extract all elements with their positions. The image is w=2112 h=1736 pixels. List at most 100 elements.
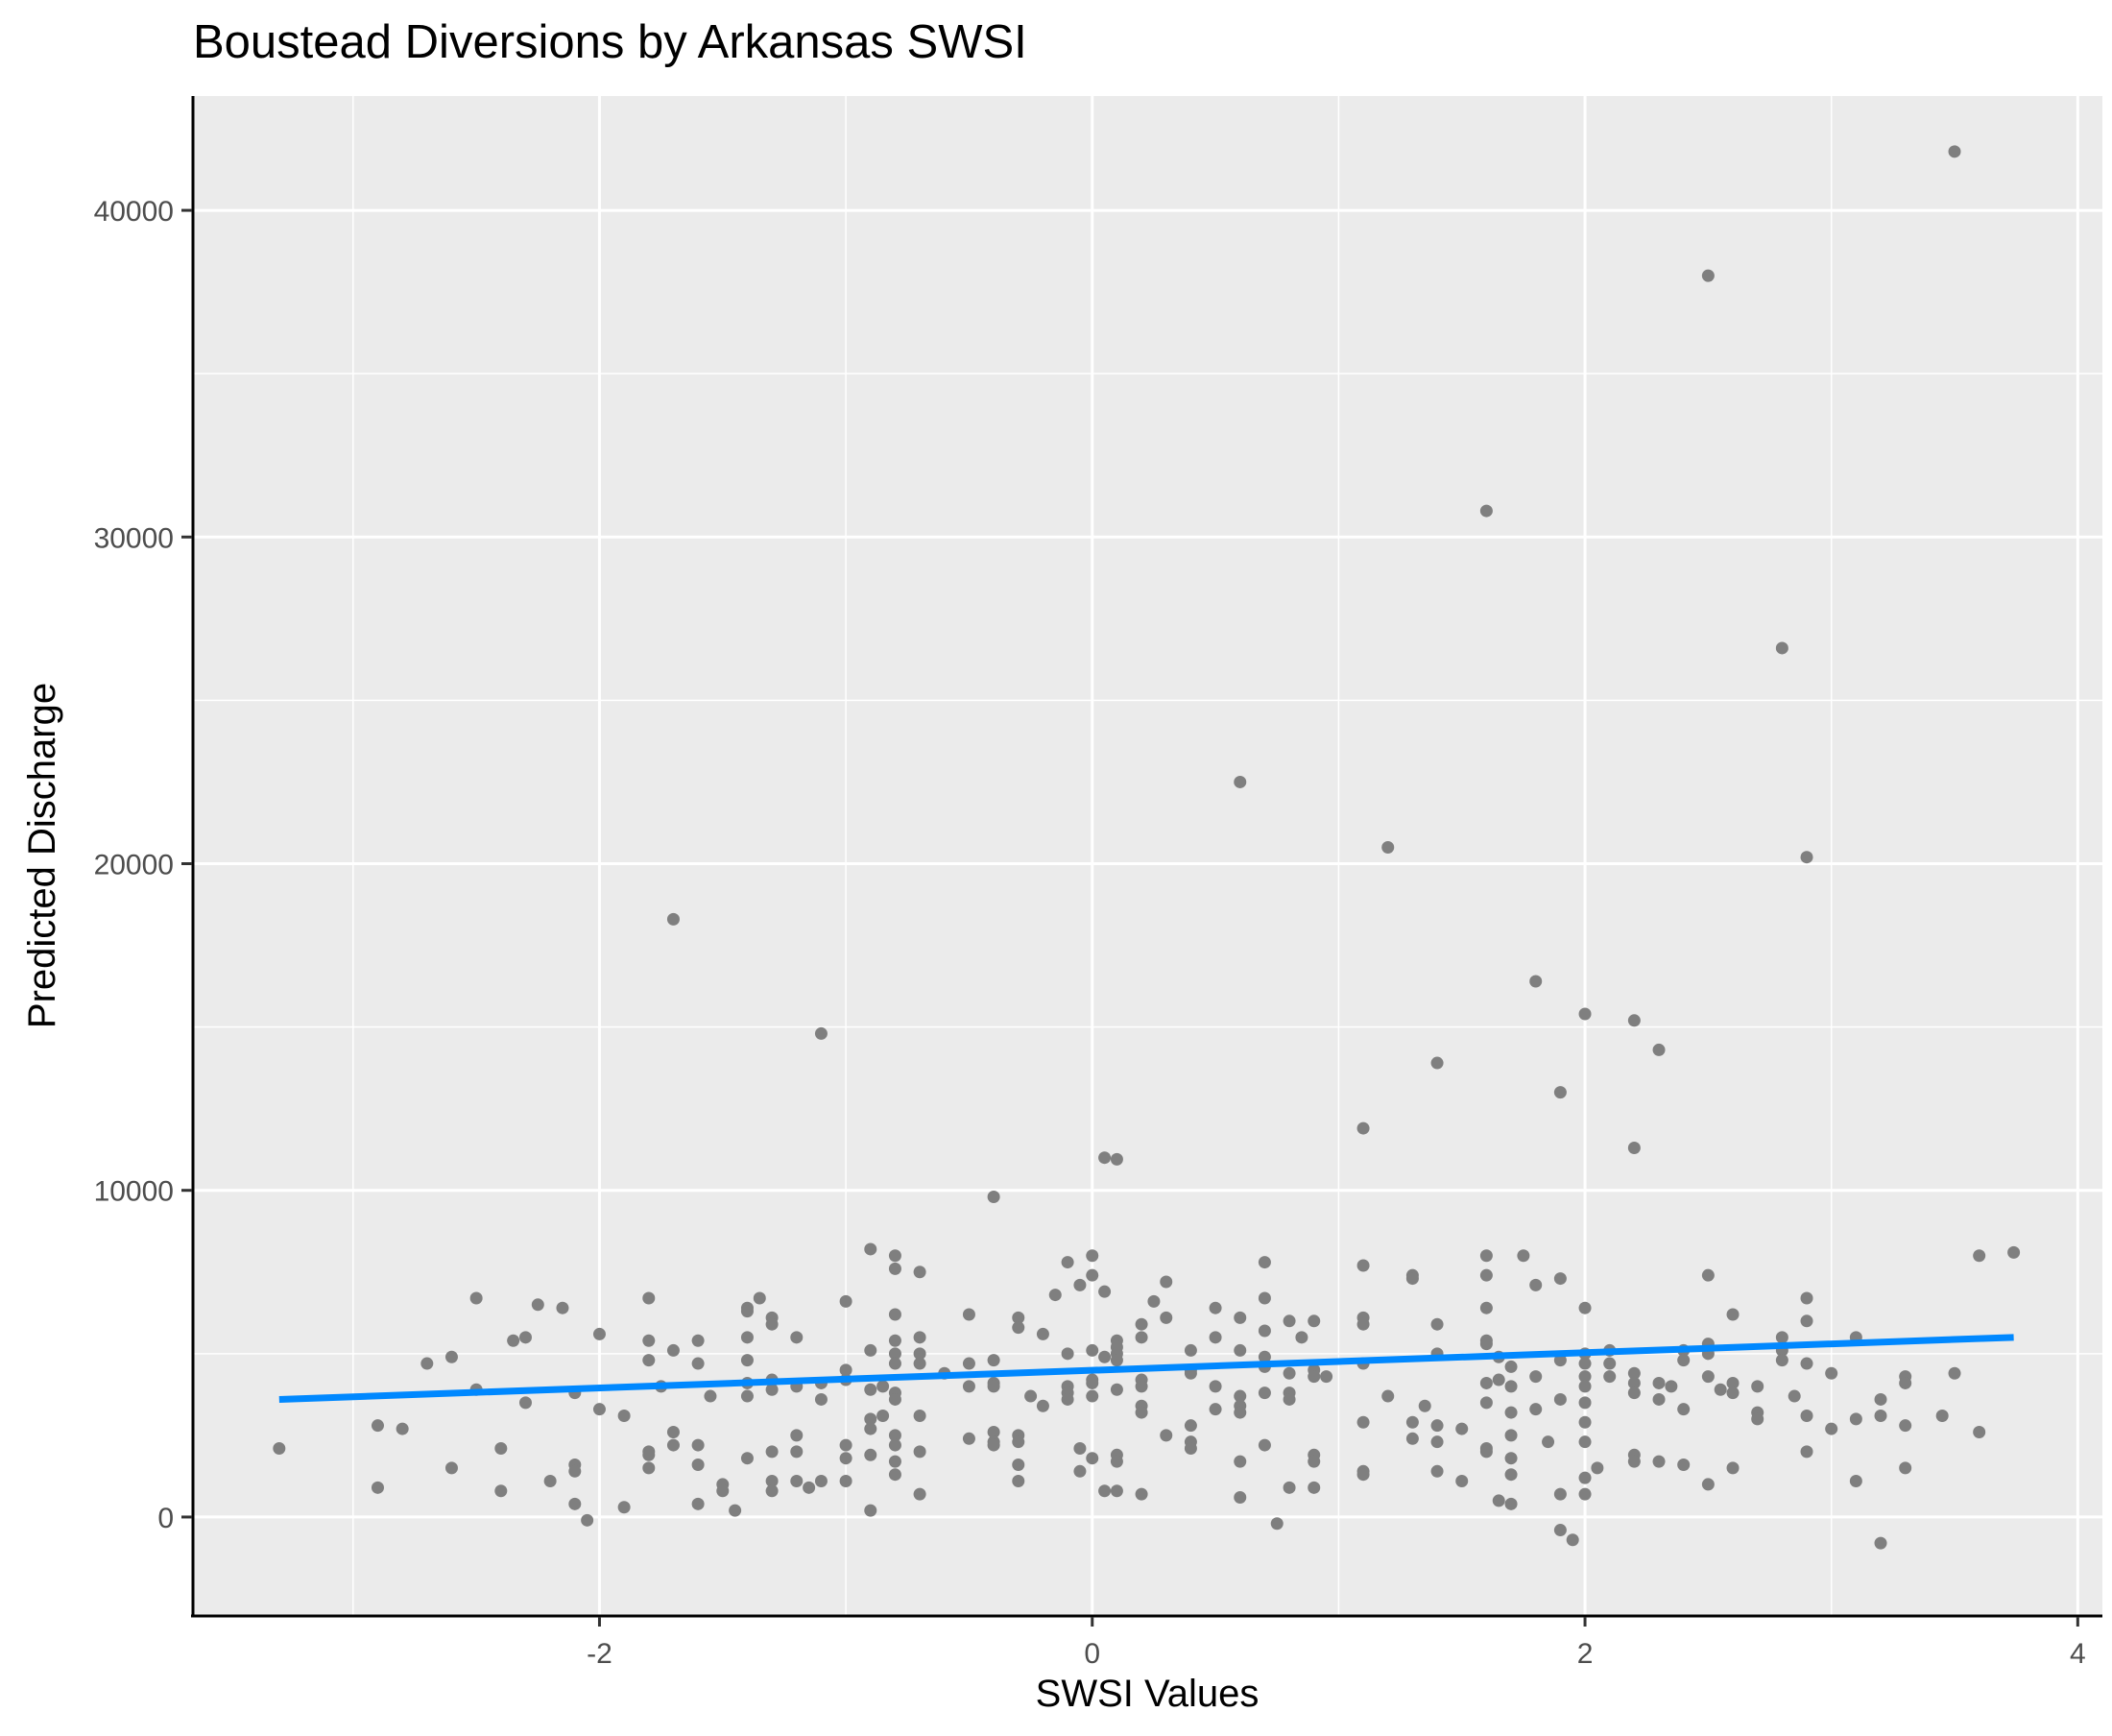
data-point xyxy=(1529,1370,1543,1384)
data-point xyxy=(642,1291,656,1305)
data-point xyxy=(1492,1494,1505,1507)
data-point xyxy=(1935,1409,1949,1422)
data-point xyxy=(1800,1314,1813,1328)
data-point xyxy=(765,1484,779,1498)
data-point xyxy=(1504,1429,1518,1442)
data-point xyxy=(888,1438,901,1452)
data-point xyxy=(642,1354,656,1367)
minor-gridlines xyxy=(193,96,2102,1615)
data-point xyxy=(1566,1533,1579,1547)
data-point xyxy=(1825,1422,1838,1435)
data-point xyxy=(444,1461,458,1475)
data-point xyxy=(1479,1249,1493,1263)
x-axis-ticks: -2 0 2 4 xyxy=(587,1617,2086,1670)
data-point xyxy=(1849,1475,1862,1488)
data-point xyxy=(1356,1468,1370,1482)
data-point xyxy=(1899,1461,1912,1475)
y-tick-label: 20000 xyxy=(94,850,174,881)
data-point xyxy=(1800,1291,1813,1305)
data-point xyxy=(666,1438,680,1452)
data-point xyxy=(876,1380,890,1393)
data-point xyxy=(1948,145,1961,158)
data-point xyxy=(1652,1392,1666,1406)
data-point xyxy=(507,1334,520,1347)
data-point xyxy=(1234,1311,1247,1324)
data-point xyxy=(2007,1245,2021,1259)
data-point xyxy=(814,1026,828,1040)
data-point xyxy=(1652,1043,1666,1056)
data-point xyxy=(790,1445,804,1459)
data-point xyxy=(1578,1487,1592,1501)
data-point xyxy=(666,1343,680,1357)
data-point xyxy=(962,1357,975,1370)
data-point xyxy=(1578,1396,1592,1410)
data-point xyxy=(1430,1419,1444,1433)
data-point xyxy=(518,1396,532,1410)
data-point xyxy=(729,1504,742,1517)
data-point xyxy=(1184,1441,1197,1455)
trend-line xyxy=(278,1334,2014,1403)
data-point xyxy=(1135,1406,1148,1419)
data-point xyxy=(1578,1415,1592,1429)
data-point xyxy=(839,1452,852,1465)
data-point xyxy=(987,1191,1000,1204)
data-point xyxy=(1086,1376,1099,1389)
data-point xyxy=(642,1461,656,1475)
data-point xyxy=(1627,1455,1641,1468)
data-point xyxy=(1455,1422,1469,1435)
data-point xyxy=(1948,1366,1961,1380)
data-point xyxy=(1320,1370,1333,1384)
data-point xyxy=(1504,1497,1518,1510)
data-point xyxy=(765,1317,779,1331)
data-point xyxy=(1578,1380,1592,1393)
data-point xyxy=(581,1513,594,1527)
data-point xyxy=(494,1441,508,1455)
data-point xyxy=(1308,1481,1321,1494)
data-point xyxy=(1899,1419,1912,1433)
data-point xyxy=(1627,1141,1641,1154)
data-point xyxy=(469,1291,483,1305)
data-point xyxy=(1036,1327,1049,1340)
data-point xyxy=(888,1468,901,1482)
data-point xyxy=(1603,1370,1617,1384)
data-point xyxy=(1061,1347,1074,1361)
data-point xyxy=(1627,1376,1641,1389)
data-point xyxy=(1542,1435,1555,1449)
data-point xyxy=(704,1389,717,1403)
data-point xyxy=(371,1481,384,1494)
data-point xyxy=(1800,1445,1813,1459)
data-point xyxy=(1147,1294,1161,1308)
data-point xyxy=(864,1412,877,1426)
data-point xyxy=(691,1334,705,1347)
x-tick-label: 4 xyxy=(2070,1638,2086,1670)
y-tick-label: 30000 xyxy=(94,522,174,554)
data-point xyxy=(1677,1354,1691,1367)
data-point xyxy=(1800,851,1813,864)
data-point xyxy=(913,1357,926,1370)
data-point xyxy=(617,1409,631,1422)
data-point xyxy=(1726,1386,1740,1400)
data-point xyxy=(1283,1366,1296,1380)
data-point xyxy=(1110,1152,1123,1166)
data-point xyxy=(1665,1380,1678,1393)
data-point xyxy=(1160,1275,1173,1289)
data-point xyxy=(1800,1409,1813,1422)
data-point xyxy=(740,1389,754,1403)
data-point xyxy=(1073,1441,1087,1455)
data-point xyxy=(1209,1403,1222,1416)
data-point xyxy=(1283,1481,1296,1494)
data-point xyxy=(888,1392,901,1406)
data-point xyxy=(1012,1459,1025,1472)
data-point xyxy=(839,1438,852,1452)
data-point xyxy=(864,1448,877,1461)
data-point xyxy=(1874,1409,1887,1422)
data-point xyxy=(1135,1331,1148,1344)
data-point xyxy=(1553,1272,1567,1286)
data-point xyxy=(1270,1517,1284,1531)
data-point xyxy=(1627,1386,1641,1400)
data-point xyxy=(1479,1338,1493,1351)
data-points xyxy=(273,145,2021,1550)
data-point xyxy=(814,1392,828,1406)
data-point xyxy=(913,1409,926,1422)
data-point xyxy=(876,1409,890,1422)
